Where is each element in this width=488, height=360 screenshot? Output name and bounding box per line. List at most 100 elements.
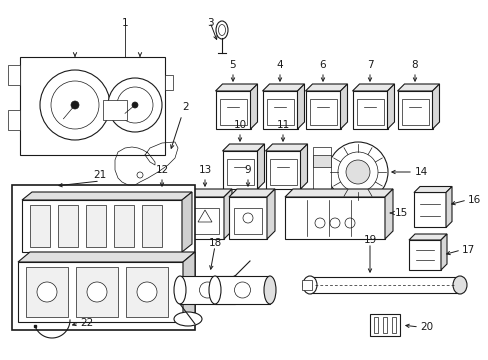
Polygon shape — [266, 189, 274, 239]
Bar — [142, 197, 181, 239]
Text: 10: 10 — [233, 120, 246, 130]
Bar — [148, 208, 176, 234]
Bar — [191, 208, 219, 234]
Circle shape — [137, 172, 142, 178]
Bar — [265, 151, 300, 189]
Bar — [397, 91, 431, 129]
Bar — [228, 197, 266, 239]
Text: 15: 15 — [394, 208, 407, 218]
Bar — [103, 100, 127, 120]
Polygon shape — [297, 84, 304, 129]
Polygon shape — [431, 84, 439, 129]
Text: 8: 8 — [411, 60, 417, 70]
Ellipse shape — [228, 276, 241, 304]
Circle shape — [234, 282, 250, 298]
Text: 21: 21 — [93, 170, 106, 180]
Bar — [114, 205, 134, 247]
Bar — [20, 57, 164, 155]
Bar — [234, 208, 262, 234]
Polygon shape — [185, 189, 231, 197]
Bar — [369, 314, 399, 336]
Polygon shape — [352, 84, 394, 91]
Polygon shape — [228, 189, 274, 197]
Bar — [352, 91, 386, 129]
Text: 14: 14 — [414, 167, 427, 177]
Bar — [215, 91, 250, 129]
Polygon shape — [413, 186, 451, 193]
Bar — [18, 262, 183, 322]
Bar — [312, 147, 330, 197]
Bar — [164, 75, 173, 90]
Bar — [285, 197, 384, 239]
Circle shape — [132, 102, 138, 108]
Circle shape — [345, 218, 354, 228]
Circle shape — [157, 213, 167, 223]
Polygon shape — [222, 144, 264, 151]
Circle shape — [199, 282, 215, 298]
Bar — [269, 159, 296, 185]
Ellipse shape — [174, 276, 185, 304]
Bar — [391, 317, 395, 333]
Bar — [215, 276, 269, 304]
Bar — [8, 65, 20, 85]
Text: 18: 18 — [208, 238, 221, 248]
Bar — [262, 91, 297, 129]
Bar — [309, 277, 459, 293]
Circle shape — [346, 160, 369, 184]
Ellipse shape — [216, 21, 227, 39]
Polygon shape — [285, 189, 392, 197]
Polygon shape — [18, 252, 195, 262]
Circle shape — [137, 282, 157, 302]
Circle shape — [37, 282, 57, 302]
Bar — [12, 185, 195, 330]
Circle shape — [51, 81, 99, 129]
Polygon shape — [262, 84, 304, 91]
Bar — [312, 155, 330, 167]
Text: 9: 9 — [244, 165, 251, 175]
Text: 7: 7 — [366, 60, 372, 70]
Bar — [408, 240, 440, 270]
Ellipse shape — [218, 24, 225, 36]
Polygon shape — [340, 84, 347, 129]
Text: 4: 4 — [276, 60, 283, 70]
Bar — [382, 317, 386, 333]
Polygon shape — [181, 189, 189, 239]
Bar — [86, 205, 106, 247]
Circle shape — [329, 218, 339, 228]
Bar — [185, 197, 224, 239]
Ellipse shape — [452, 276, 466, 294]
Bar — [30, 205, 50, 247]
Bar — [58, 205, 78, 247]
Text: 13: 13 — [198, 165, 211, 175]
Polygon shape — [440, 234, 446, 270]
Ellipse shape — [303, 276, 316, 294]
Polygon shape — [182, 192, 192, 252]
Bar — [266, 99, 293, 125]
Bar — [302, 280, 311, 290]
Polygon shape — [257, 144, 264, 189]
Bar — [309, 99, 336, 125]
Circle shape — [108, 78, 162, 132]
Circle shape — [40, 70, 110, 140]
Polygon shape — [300, 144, 307, 189]
Polygon shape — [224, 189, 231, 239]
Polygon shape — [142, 189, 189, 197]
Bar — [356, 99, 383, 125]
Circle shape — [71, 101, 79, 109]
Text: 22: 22 — [80, 318, 93, 328]
Bar — [219, 99, 246, 125]
Circle shape — [243, 213, 252, 223]
Circle shape — [87, 282, 107, 302]
Polygon shape — [305, 84, 347, 91]
Polygon shape — [386, 84, 394, 129]
Text: 12: 12 — [155, 165, 168, 175]
Circle shape — [117, 87, 153, 123]
Circle shape — [327, 142, 387, 202]
Text: 5: 5 — [229, 60, 236, 70]
Bar — [8, 110, 20, 130]
Bar — [222, 151, 257, 189]
Polygon shape — [215, 84, 257, 91]
Text: 16: 16 — [467, 195, 480, 205]
Bar — [142, 205, 162, 247]
Polygon shape — [384, 189, 392, 239]
